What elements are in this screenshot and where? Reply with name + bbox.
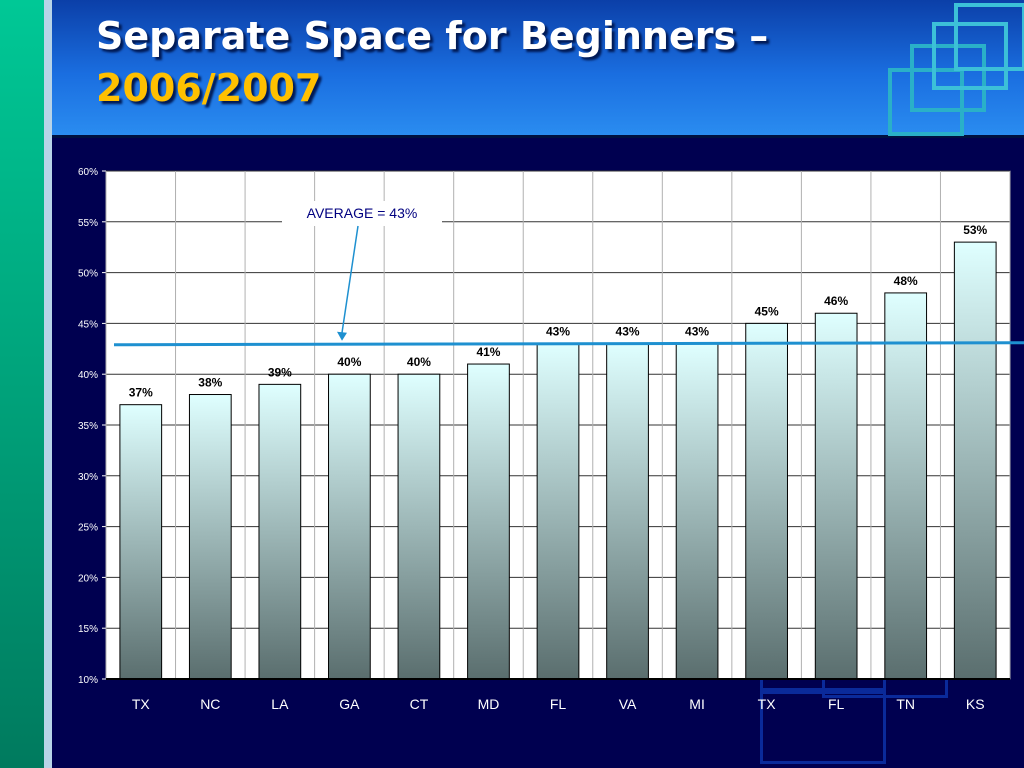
y-tick-label: 10%: [78, 675, 98, 686]
x-tick-label: TN: [896, 696, 915, 712]
x-tick-label: MD: [478, 696, 500, 712]
bar-value-label: 40%: [337, 355, 361, 369]
bar-value-label: 46%: [824, 294, 848, 308]
bar: [397, 373, 441, 680]
bar: [953, 241, 997, 680]
average-label: AVERAGE = 43%: [307, 205, 418, 221]
y-tick-label: 25%: [78, 523, 98, 534]
bar-value-label: 43%: [546, 325, 570, 339]
x-tick-label: FL: [828, 696, 845, 712]
average-line: [113, 341, 1024, 347]
y-tick-label: 50%: [78, 269, 98, 280]
x-tick-label: TX: [132, 696, 151, 712]
average-label-background: [282, 201, 442, 226]
y-tick-label: 20%: [78, 573, 98, 584]
bar: [606, 343, 649, 680]
x-tick-label: GA: [339, 696, 360, 712]
x-tick-label: NC: [200, 696, 220, 712]
y-tick-label: 60%: [78, 167, 98, 178]
x-tick-label: LA: [271, 696, 289, 712]
y-tick-label: 35%: [78, 421, 98, 432]
title-banner: [52, 0, 1024, 135]
average-arrow-shaft: [341, 225, 359, 333]
y-tick-label: 30%: [78, 472, 98, 483]
bar: [536, 343, 580, 680]
bar: [745, 322, 788, 680]
bar: [188, 394, 232, 680]
bar-value-label: 53%: [963, 223, 987, 237]
x-tick-label: CT: [410, 696, 429, 712]
chart-area: 10% 15% 20% 25% 30% 35% 40% 45% 50% 55% 60% 37% TX 38…: [52, 138, 1024, 768]
bar-value-label: 48%: [894, 274, 918, 288]
bar: [675, 343, 719, 680]
x-tick-label: MI: [689, 696, 705, 712]
left-accent-stripe: [44, 0, 52, 768]
bar-value-label: 39%: [268, 365, 292, 379]
bar-value-label: 40%: [407, 355, 431, 369]
title-divider: [52, 135, 1024, 138]
y-tick-label: 15%: [78, 624, 98, 635]
x-tick-label: VA: [619, 696, 637, 712]
x-tick-label: TX: [758, 696, 777, 712]
bar-value-label: 43%: [616, 325, 640, 339]
bar: [328, 373, 371, 680]
y-tick-label: 45%: [78, 319, 98, 330]
bar: [119, 404, 163, 680]
slide-title-line1: Separate Space for Beginners –: [96, 14, 769, 58]
bar: [884, 292, 928, 680]
bar-value-label: 43%: [685, 325, 709, 339]
y-tick-label: 55%: [78, 218, 98, 229]
bar: [814, 312, 858, 680]
bar: [467, 363, 510, 680]
average-arrow-head: [337, 331, 347, 341]
bar-value-label: 41%: [476, 345, 500, 359]
bar-chart: 10% 15% 20% 25% 30% 35% 40% 45% 50% 55% 60% 37% TX 38…: [78, 167, 1024, 712]
bar: [258, 383, 302, 680]
x-tick-label: KS: [966, 696, 985, 712]
bar-value-label: 38%: [198, 376, 222, 390]
bar-value-label: 37%: [129, 386, 153, 400]
bar-value-label: 45%: [755, 304, 779, 318]
y-tick-label: 40%: [78, 370, 98, 381]
x-tick-label: FL: [550, 696, 567, 712]
left-accent-bar: [0, 0, 44, 768]
slide-title-line2: 2006/2007: [96, 66, 322, 110]
